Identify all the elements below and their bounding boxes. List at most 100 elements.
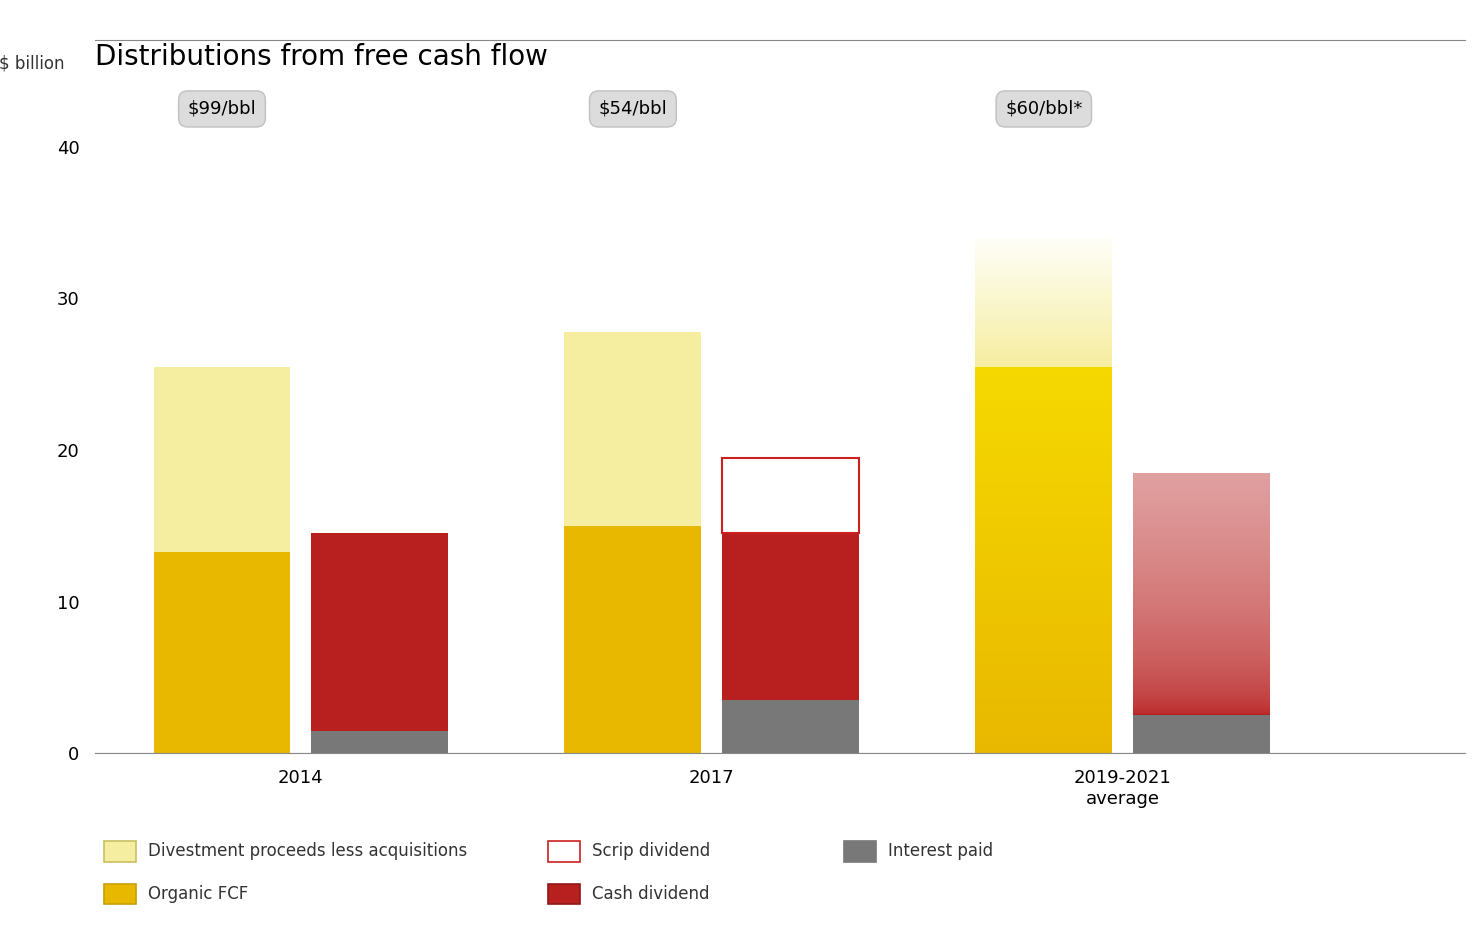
- Bar: [975, 701, 1113, 703]
- Bar: [1132, 647, 1270, 649]
- Bar: [975, 471, 1113, 473]
- Text: $54/bbl: $54/bbl: [598, 100, 667, 118]
- Bar: [1132, 636, 1270, 637]
- Bar: [975, 397, 1113, 399]
- Bar: [1132, 551, 1270, 552]
- Bar: [1132, 494, 1270, 495]
- Bar: [975, 641, 1113, 643]
- Bar: [1132, 653, 1270, 654]
- Bar: [1132, 699, 1270, 701]
- Bar: [975, 438, 1113, 440]
- Bar: [975, 709, 1113, 710]
- Bar: [1132, 555, 1270, 556]
- Bar: [1132, 615, 1270, 616]
- Bar: [975, 551, 1113, 552]
- Bar: [1132, 511, 1270, 512]
- Bar: [1132, 554, 1270, 555]
- Bar: [1132, 503, 1270, 504]
- Bar: [1132, 568, 1270, 569]
- Bar: [975, 734, 1113, 736]
- Bar: [1132, 599, 1270, 600]
- Bar: [975, 421, 1113, 423]
- Bar: [975, 386, 1113, 388]
- Bar: [1132, 677, 1270, 679]
- Bar: [975, 581, 1113, 583]
- Bar: [975, 606, 1113, 608]
- Bar: [1132, 659, 1270, 660]
- Bar: [975, 623, 1113, 625]
- Bar: [1132, 602, 1270, 603]
- Bar: [975, 434, 1113, 436]
- Bar: [975, 543, 1113, 545]
- Bar: [975, 375, 1113, 377]
- Bar: [1132, 548, 1270, 550]
- Bar: [975, 744, 1113, 745]
- Bar: [1132, 539, 1270, 541]
- Bar: [975, 552, 1113, 554]
- Bar: [1132, 563, 1270, 564]
- Bar: [975, 651, 1113, 653]
- Bar: [1132, 537, 1270, 538]
- Bar: [1132, 603, 1270, 604]
- Bar: [975, 436, 1113, 438]
- Bar: [1132, 556, 1270, 558]
- Bar: [975, 392, 1113, 394]
- Bar: [975, 699, 1113, 701]
- Bar: [975, 645, 1113, 647]
- Bar: [1132, 564, 1270, 565]
- Bar: [975, 579, 1113, 581]
- Bar: [1132, 620, 1270, 621]
- Bar: [1132, 642, 1270, 644]
- Bar: [1132, 588, 1270, 589]
- Bar: [975, 488, 1113, 490]
- Bar: [1132, 616, 1270, 617]
- Bar: [1132, 529, 1270, 530]
- Bar: [1132, 509, 1270, 511]
- Bar: [1132, 533, 1270, 534]
- Bar: [1132, 580, 1270, 581]
- Bar: [975, 390, 1113, 392]
- Text: $60/bbl*: $60/bbl*: [1005, 100, 1082, 118]
- Bar: [1132, 560, 1270, 561]
- Bar: [975, 407, 1113, 410]
- Bar: [1132, 674, 1270, 675]
- Bar: [975, 727, 1113, 728]
- Bar: [975, 564, 1113, 566]
- Bar: [975, 610, 1113, 612]
- Bar: [1132, 607, 1270, 608]
- Bar: [1132, 697, 1270, 698]
- Bar: [1132, 594, 1270, 595]
- Point: [223, 731, 241, 743]
- Bar: [1132, 571, 1270, 572]
- Text: Scrip dividend: Scrip dividend: [592, 842, 710, 861]
- Bar: [975, 482, 1113, 484]
- Bar: [1132, 629, 1270, 630]
- Bar: [975, 465, 1113, 467]
- Text: Divestment proceeds less acquisitions: Divestment proceeds less acquisitions: [148, 842, 468, 861]
- Bar: [1132, 705, 1270, 706]
- Bar: [1132, 698, 1270, 700]
- Bar: [975, 403, 1113, 405]
- Bar: [1132, 694, 1270, 696]
- Bar: [1132, 604, 1270, 605]
- Bar: [975, 531, 1113, 533]
- Bar: [975, 377, 1113, 378]
- Bar: [975, 566, 1113, 568]
- Bar: [1132, 576, 1270, 577]
- Bar: [1132, 685, 1270, 686]
- Bar: [975, 636, 1113, 638]
- Bar: [975, 479, 1113, 481]
- Bar: [311, 730, 448, 753]
- Bar: [975, 373, 1113, 375]
- Bar: [1132, 514, 1270, 516]
- Bar: [975, 549, 1113, 551]
- Bar: [975, 575, 1113, 577]
- Bar: [975, 449, 1113, 452]
- Bar: [975, 618, 1113, 620]
- Bar: [1132, 617, 1270, 619]
- Bar: [975, 684, 1113, 686]
- Bar: [975, 627, 1113, 629]
- Bar: [975, 738, 1113, 740]
- Bar: [975, 568, 1113, 569]
- Bar: [975, 417, 1113, 419]
